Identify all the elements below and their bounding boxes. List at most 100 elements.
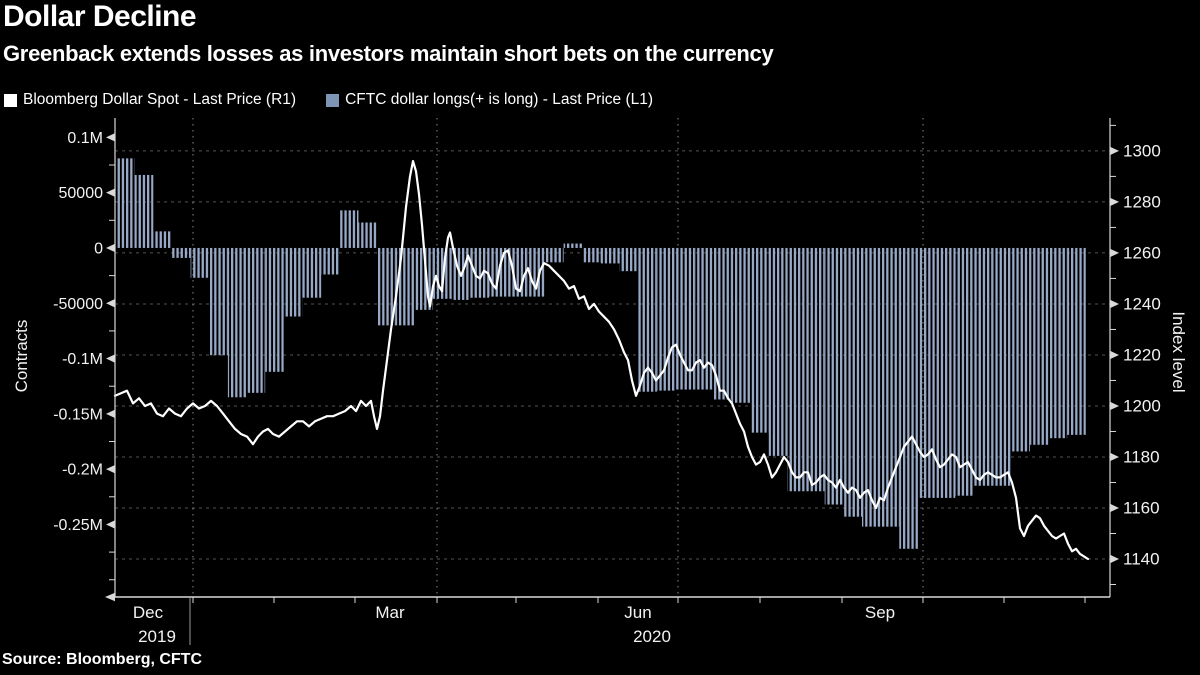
cftc-longs-bar (433, 247, 452, 299)
source-note: Source: Bloomberg, CFTC (2, 651, 203, 668)
cftc-longs-bar (936, 247, 956, 498)
cftc-longs-bar (582, 247, 601, 263)
legend-item-cftc-longs: CFTC dollar longs(+ is long) - Last Pric… (326, 91, 653, 109)
cftc-longs-bar (171, 247, 191, 258)
cftc-longs-bar (1067, 247, 1086, 435)
left-axis-tick-label: 0 (94, 240, 103, 257)
cftc-longs-bar (955, 247, 974, 496)
cftc-longs-bar (227, 247, 247, 398)
cftc-longs-bar (694, 247, 713, 390)
left-tick-arrow-icon (106, 133, 115, 142)
right-axis-tick-label: 1220 (1123, 345, 1161, 364)
cftc-longs-bar (880, 247, 900, 527)
cftc-longs-bar (134, 174, 154, 248)
chart-legend: Bloomberg Dollar Spot - Last Price (R1) … (4, 91, 653, 109)
cftc-longs-bar (600, 247, 620, 264)
right-axis-tick-label: 1300 (1123, 141, 1161, 160)
cftc-longs-bar (806, 247, 825, 492)
x-axis-year-label: 2020 (633, 627, 671, 646)
left-axis-tick-label: -0.2M (62, 462, 103, 479)
left-tick-arrow-icon (106, 464, 115, 474)
right-tick-arrow-icon (1110, 452, 1119, 462)
right-tick-arrow-icon (1110, 197, 1119, 207)
cftc-longs-bar (973, 247, 993, 486)
cftc-longs-bar (675, 247, 695, 390)
cftc-longs-bar (116, 158, 135, 248)
cftc-longs-bar (339, 210, 359, 248)
left-tick-arrow-icon (106, 188, 115, 197)
left-axis-tick-label: 50000 (59, 185, 104, 202)
x-axis-year-label: 2019 (138, 627, 176, 646)
right-axis-tick-label: 1280 (1123, 192, 1161, 211)
cftc-longs-bar (544, 247, 564, 263)
cftc-longs-bar (787, 247, 807, 492)
cftc-longs-bar (377, 247, 396, 326)
left-axis-tick-label: -0.1M (62, 351, 103, 368)
left-axis-tick-label: -0.15M (53, 406, 103, 423)
cftc-longs-bar (563, 243, 583, 248)
cftc-longs-bar (470, 247, 489, 298)
cftc-longs-bar (824, 247, 844, 505)
left-tick-arrow-icon (106, 520, 115, 529)
right-axis-tick-label: 1180 (1123, 447, 1160, 466)
left-tick-arrow-icon (106, 299, 115, 308)
left-tick-arrow-icon (106, 354, 115, 363)
cftc-longs-bar (619, 247, 639, 272)
right-axis-tick-label: 1200 (1123, 396, 1161, 415)
cftc-longs-bar (917, 247, 937, 498)
left-tick-arrow-icon (106, 409, 115, 419)
right-tick-arrow-icon (1110, 299, 1119, 309)
cftc-longs-bar (209, 247, 228, 356)
x-axis-month-label: Sep (865, 603, 895, 622)
cftc-longs-bar (899, 247, 918, 549)
cftc-longs-bar (638, 247, 657, 392)
cftc-longs-bar (395, 247, 415, 326)
cftc-longs-bar (302, 247, 322, 298)
cftc-longs-bar (750, 247, 769, 433)
cftc-longs-bar (862, 247, 881, 527)
legend-label-cftc-longs: CFTC dollar longs(+ is long) - Last Pric… (345, 91, 654, 108)
left-axis-tick-label: 0.1M (67, 130, 103, 147)
cftc-longs-bar (246, 247, 266, 393)
cftc-longs-bar (321, 247, 340, 275)
legend-label-dollar-spot: Bloomberg Dollar Spot - Last Price (R1) (23, 91, 297, 108)
page-subtitle: Greenback extends losses as investors ma… (3, 41, 774, 66)
legend-item-dollar-spot: Bloomberg Dollar Spot - Last Price (R1) (4, 91, 296, 109)
cftc-longs-bar (1048, 247, 1068, 439)
left-tick-arrow-icon (106, 243, 115, 253)
x-axis-month-label: Dec (133, 603, 164, 622)
right-tick-arrow-icon (1110, 146, 1119, 156)
cftc-longs-bar (1029, 247, 1049, 445)
cftc-longs-bar (190, 247, 210, 278)
dollar-spot-line (113, 160, 1090, 561)
cftc-longs-bar (153, 231, 172, 248)
page-title: Dollar Decline (3, 0, 197, 33)
cftc-longs-bar (712, 247, 732, 400)
cftc-longs-bar (265, 247, 284, 372)
cftc-longs-bar (656, 247, 676, 391)
dollar-spot-swatch-icon (4, 93, 17, 107)
cftc-longs-bar (992, 247, 1012, 486)
right-tick-arrow-icon (1110, 248, 1119, 258)
right-tick-arrow-icon (1110, 401, 1119, 411)
right-tick-arrow-icon (1110, 554, 1119, 564)
x-axis-month-label: Mar (375, 603, 405, 622)
right-axis-tick-label: 1240 (1123, 294, 1161, 313)
cftc-longs-bar (843, 247, 862, 517)
right-axis-tick-label: 1140 (1123, 549, 1160, 568)
right-tick-arrow-icon (1110, 350, 1119, 360)
cftc-longs-bar (283, 247, 303, 317)
cftc-longs-bar (768, 247, 788, 456)
cftc-longs-swatch-icon (326, 93, 340, 107)
cftc-longs-bar (1011, 247, 1030, 452)
right-axis-tick-label: 1160 (1123, 498, 1160, 517)
right-tick-arrow-icon (1110, 503, 1119, 513)
right-axis-tick-label: 1260 (1123, 243, 1161, 262)
left-axis-tick-label: -0.25M (53, 517, 103, 534)
left-axis-tick-label: -50000 (53, 296, 103, 313)
cftc-longs-bar (526, 247, 545, 297)
x-axis-month-label: Jun (624, 603, 651, 622)
cftc-longs-bar (358, 222, 378, 248)
x-axis-continuation-arrow-icon (105, 592, 115, 602)
